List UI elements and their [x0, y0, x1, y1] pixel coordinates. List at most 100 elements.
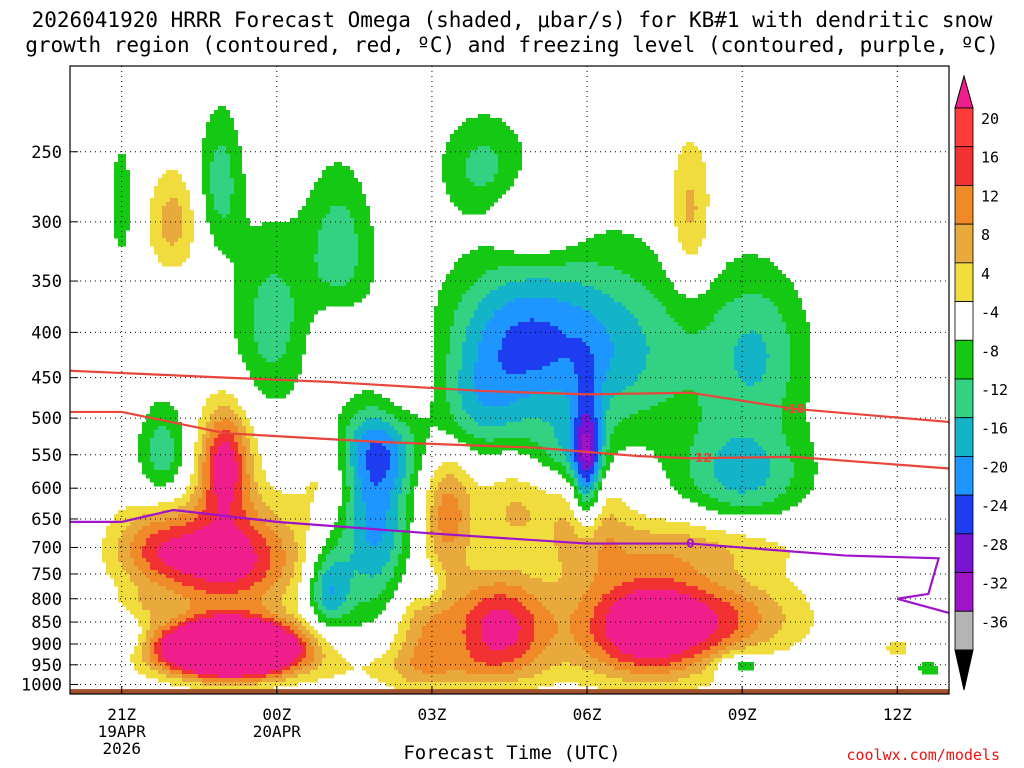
omega-cell — [218, 506, 230, 511]
omega-cell — [786, 322, 810, 327]
omega-cell — [446, 570, 522, 575]
omega-cell — [206, 590, 238, 595]
omega-cell — [118, 542, 130, 547]
omega-cell — [506, 514, 530, 519]
omega-cell — [206, 214, 222, 219]
omega-cell — [114, 178, 130, 183]
omega-cell — [606, 370, 642, 375]
omega-cell — [646, 362, 734, 367]
omega-cell — [414, 450, 426, 455]
omega-cell — [434, 342, 450, 347]
omega-cell — [406, 510, 414, 515]
omega-cell — [722, 654, 734, 659]
omega-cell — [362, 482, 374, 487]
omega-cell — [646, 286, 674, 291]
omega-cell — [114, 182, 130, 187]
omega-cell — [606, 650, 622, 655]
omega-cell — [210, 166, 230, 171]
omega-cell — [470, 650, 526, 655]
omega-cell — [750, 582, 794, 587]
omega-cell — [518, 638, 534, 643]
omega-cell — [262, 678, 286, 683]
omega-cell — [474, 434, 554, 439]
omega-cell — [654, 454, 690, 459]
omega-cell — [310, 630, 318, 635]
omega-cell — [670, 654, 694, 659]
y-tick-label: 700 — [31, 538, 62, 558]
omega-cell — [506, 282, 582, 287]
omega-cell — [474, 378, 578, 383]
omega-cell — [426, 510, 430, 515]
omega-cell — [262, 494, 314, 499]
omega-cell — [342, 410, 358, 415]
omega-cell — [470, 286, 498, 291]
omega-cell — [614, 298, 658, 303]
omega-cell — [434, 326, 450, 331]
omega-cell — [786, 490, 810, 495]
omega-cell — [406, 474, 410, 479]
omega-cell — [262, 614, 278, 619]
omega-cell — [446, 578, 542, 583]
omega-cell — [718, 510, 782, 515]
omega-cell — [206, 454, 210, 459]
omega-cell — [594, 442, 598, 447]
omega-cell — [150, 198, 170, 203]
omega-cell — [406, 450, 414, 455]
omega-cell — [718, 450, 766, 455]
omega-cell — [598, 658, 618, 663]
omega-cell — [594, 430, 598, 435]
omega-cell — [210, 226, 322, 231]
omega-cell — [202, 182, 210, 187]
omega-cell — [462, 294, 486, 299]
omega-cell — [450, 338, 466, 343]
omega-cell — [562, 390, 578, 395]
omega-cell — [466, 486, 538, 491]
omega-cell — [522, 570, 562, 575]
omega-cell — [334, 562, 386, 567]
omega-cell — [250, 478, 254, 483]
omega-cell — [150, 654, 158, 659]
omega-cell — [414, 654, 470, 659]
omega-cell — [414, 458, 422, 463]
omega-cell — [482, 334, 506, 339]
omega-cell — [234, 326, 254, 331]
omega-cell — [146, 638, 150, 643]
omega-cell — [162, 226, 182, 231]
omega-cell — [710, 282, 794, 287]
omega-cell — [238, 478, 242, 483]
omega-cell — [202, 482, 210, 487]
omega-cell — [710, 654, 722, 659]
omega-cell — [766, 450, 790, 455]
omega-cell — [462, 406, 570, 411]
omega-cell — [734, 362, 766, 367]
omega-cell — [574, 470, 578, 475]
omega-cell — [114, 190, 130, 195]
omega-cell — [662, 302, 726, 307]
omega-cell — [234, 482, 242, 487]
omega-cell — [210, 418, 222, 423]
omega-cell — [410, 626, 422, 631]
omega-cell — [234, 494, 242, 499]
omega-cell — [166, 658, 294, 663]
omega-cell — [446, 182, 474, 187]
omega-cell — [246, 362, 302, 367]
omega-cell — [254, 466, 262, 471]
omega-cell — [142, 422, 182, 427]
omega-cell — [506, 422, 550, 427]
omega-cell — [362, 498, 390, 503]
omega-cell — [202, 526, 238, 531]
omega-cell — [462, 630, 482, 635]
omega-cell — [790, 446, 814, 451]
omega-cell — [210, 482, 214, 487]
omega-cell — [238, 426, 246, 431]
omega-cell — [318, 234, 358, 239]
omega-cell — [194, 490, 202, 495]
omega-cell — [490, 646, 506, 651]
omega-cell — [726, 302, 774, 307]
omega-cell — [450, 326, 466, 331]
omega-cell — [218, 390, 226, 395]
omega-cell — [154, 246, 190, 251]
omega-cell — [222, 214, 226, 219]
omega-cell — [570, 482, 574, 487]
omega-cell — [310, 582, 314, 587]
